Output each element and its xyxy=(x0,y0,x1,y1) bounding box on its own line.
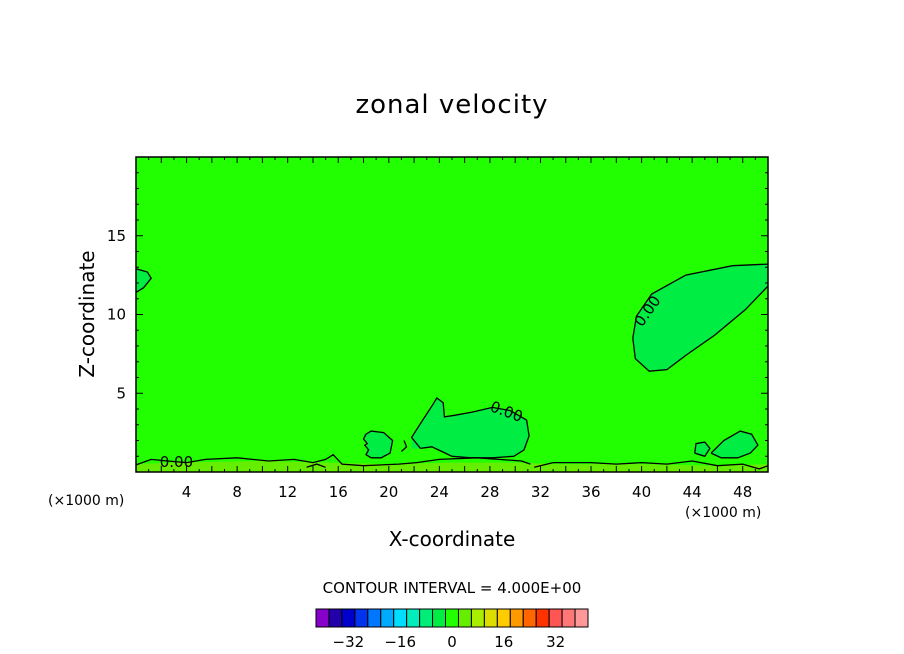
colorbar-swatch xyxy=(457,608,472,628)
colorbar-tick-label: −16 xyxy=(384,633,416,651)
colorbar-tick-label: 16 xyxy=(494,633,513,651)
x-axis-unit-right: (×1000 m) xyxy=(685,505,761,521)
x-tick-label: 48 xyxy=(733,483,752,501)
x-tick-label: 28 xyxy=(480,483,499,501)
x-tick-label: 32 xyxy=(531,483,550,501)
colorbar-swatch xyxy=(483,608,498,628)
colorbar-swatch xyxy=(445,608,459,628)
region-upper-right-jet xyxy=(632,264,768,372)
contour-label: 0.00 xyxy=(160,453,193,471)
y-tick-label: 5 xyxy=(116,384,126,402)
contour-line xyxy=(362,430,394,459)
x-axis-ticks: 4 8 12 16 20 24 28 32 36 40 44 48 xyxy=(148,157,756,501)
contour-line xyxy=(632,263,769,372)
x-axis-title: X-coordinate xyxy=(389,527,516,551)
chart-title: zonal velocity xyxy=(355,90,548,120)
contour-line xyxy=(400,440,408,452)
colorbar-tick-labels: −32 −16 0 16 32 xyxy=(333,633,566,651)
colorbar-swatch xyxy=(393,608,408,628)
colorbar-swatch xyxy=(496,608,511,628)
contour-interval-label: CONTOUR INTERVAL = 4.000E+00 xyxy=(323,579,582,597)
colorbar-swatch xyxy=(470,608,485,628)
region-right-small-blob xyxy=(711,431,758,458)
y-axis-ticks: 5 10 15 xyxy=(107,172,768,457)
x-tick-label: 24 xyxy=(430,483,449,501)
region-mid-small-blob xyxy=(694,442,710,457)
region-left-edge-blob xyxy=(136,268,152,293)
contour-line xyxy=(710,430,759,459)
colorbar-swatch xyxy=(535,608,550,628)
contour-line xyxy=(135,453,531,467)
colorbar-tick-label: 0 xyxy=(447,633,457,651)
colorbar-swatch xyxy=(509,608,524,628)
colorbar-swatch xyxy=(328,608,343,628)
x-tick-label: 40 xyxy=(632,483,651,501)
x-tick-label: 12 xyxy=(278,483,297,501)
colorbar-swatch xyxy=(432,608,447,628)
plot-area: 0.000.000.00 xyxy=(135,157,769,472)
contour-line xyxy=(306,463,326,468)
colorbar-swatch xyxy=(315,608,330,628)
contour-line xyxy=(135,268,152,293)
colorbar-swatch xyxy=(341,608,356,628)
colorbar-tick-label: −32 xyxy=(333,633,365,651)
colorbar xyxy=(315,608,589,628)
y-tick-label: 15 xyxy=(107,227,126,245)
colorbar-swatch xyxy=(380,608,395,628)
x-tick-label: 44 xyxy=(683,483,702,501)
contour-line xyxy=(694,441,711,458)
region-small-blob-19 xyxy=(363,431,393,458)
colorbar-swatch xyxy=(548,608,563,628)
colorbar-tick-label: 32 xyxy=(546,633,565,651)
y-tick-label: 10 xyxy=(107,306,126,324)
colorbar-swatch xyxy=(574,608,589,628)
colorbar-swatch xyxy=(354,608,369,628)
x-tick-label: 36 xyxy=(581,483,600,501)
x-tick-label: 4 xyxy=(182,483,192,501)
contour-line xyxy=(410,397,530,459)
colorbar-swatch xyxy=(406,608,421,628)
x-axis-unit-left: (×1000 m) xyxy=(48,493,124,509)
contour-line xyxy=(534,460,769,470)
colorbar-swatch xyxy=(561,608,576,628)
x-tick-label: 16 xyxy=(329,483,348,501)
x-tick-label: 20 xyxy=(379,483,398,501)
colorbar-swatch xyxy=(419,608,434,628)
colorbar-swatch xyxy=(367,608,382,628)
region-bottom-band xyxy=(136,461,768,472)
x-tick-label: 8 xyxy=(232,483,242,501)
colorbar-swatch xyxy=(522,608,537,628)
region-lower-mid-jet xyxy=(411,398,530,458)
y-axis-title: Z-coordinate xyxy=(75,250,99,377)
